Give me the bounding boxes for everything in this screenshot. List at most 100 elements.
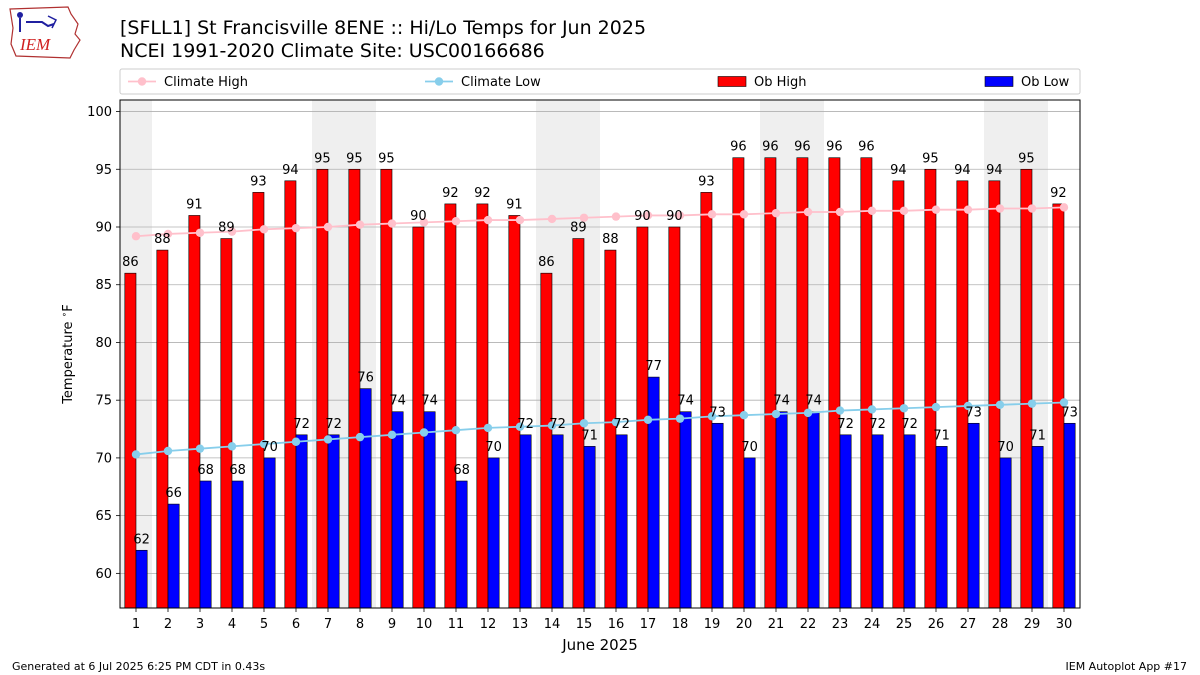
ob-low-value-label: 70: [741, 440, 758, 455]
legend-bar-swatch: [984, 76, 1014, 87]
climate-low-point: [771, 409, 781, 419]
climate-high-point: [611, 212, 621, 221]
climate-high-point: [643, 211, 653, 220]
climate-high-point: [547, 214, 557, 224]
x-tick-label: 7: [324, 617, 332, 632]
climate-low-point: [995, 400, 1005, 409]
ob-low-bar: [903, 434, 916, 609]
ob-low-bar: [455, 480, 468, 609]
climate-low-point: [835, 406, 845, 415]
ob-low-value-label: 72: [325, 417, 342, 432]
x-tick-label: 24: [864, 617, 881, 632]
climate-low-point: [899, 404, 909, 413]
ob-high-value-label: 95: [346, 151, 363, 166]
x-tick-label: 4: [228, 617, 236, 632]
ob-high-value-label: 93: [250, 174, 267, 189]
legend-label: Ob Low: [1021, 75, 1070, 90]
climate-low-point: [387, 430, 397, 440]
ob-high-value-label: 88: [154, 232, 171, 247]
ob-low-bar: [935, 446, 948, 609]
climate-low-point: [739, 410, 749, 420]
ob-low-value-label: 72: [517, 417, 534, 432]
legend: Climate High Climate Low Ob High Ob Low: [119, 68, 1081, 95]
x-tick-label: 27: [960, 617, 977, 632]
climate-high-point: [579, 213, 589, 222]
ob-low-bar: [583, 446, 596, 609]
ob-low-bar: [391, 411, 404, 609]
generated-timestamp: Generated at 6 Jul 2025 6:25 PM CDT in 0…: [12, 660, 266, 673]
x-tick-label: 23: [832, 617, 849, 632]
x-tick-label: 3: [196, 617, 204, 632]
ob-low-value-label: 72: [901, 417, 918, 432]
ob-high-bar: [1020, 168, 1033, 609]
ob-high-value-label: 92: [1050, 186, 1067, 201]
climate-low-point: [419, 428, 429, 437]
chart-subtitle: NCEI 1991-2020 Climate Site: USC00166686: [120, 40, 545, 62]
ob-low-bar: [807, 411, 820, 609]
ob-low-bar: [199, 480, 212, 609]
ob-high-value-label: 92: [442, 186, 459, 201]
ob-high-value-label: 96: [762, 140, 779, 155]
ob-low-value-label: 73: [1061, 405, 1078, 420]
ob-low-bar: [743, 457, 756, 609]
climate-high-point: [387, 219, 397, 228]
legend-label: Climate Low: [461, 75, 541, 90]
x-tick-label: 19: [704, 617, 721, 632]
climate-low-line: [135, 401, 1065, 456]
ob-high-bar: [924, 168, 937, 609]
climate-high-point: [835, 207, 845, 217]
ob-low-bar: [999, 457, 1012, 609]
ob-low-bar: [1031, 446, 1044, 609]
y-tick-label: 95: [95, 163, 112, 178]
ob-low-value-label: 71: [1029, 428, 1046, 443]
ob-low-value-label: 72: [293, 417, 310, 432]
climate-high-point: [515, 215, 525, 225]
y-tick-label: 85: [95, 278, 112, 293]
ob-high-bar: [508, 215, 521, 609]
climate-low-point: [1059, 398, 1069, 407]
climate-low-point: [163, 446, 173, 456]
climate-low-point: [1027, 399, 1037, 408]
plot-frame: [119, 99, 1081, 609]
ob-high-value-label: 94: [986, 163, 1003, 178]
x-tick-label: 1: [132, 617, 140, 632]
legend-label: Climate High: [164, 75, 248, 90]
climate-high-point: [195, 228, 205, 237]
ob-high-bar: [380, 168, 393, 609]
ob-low-value-label: 62: [133, 532, 150, 547]
climate-low-point: [451, 426, 461, 435]
ob-high-value-label: 91: [186, 197, 203, 212]
ob-high-bar: [252, 192, 265, 609]
ob-high-value-label: 86: [538, 255, 555, 270]
x-tick-label: 26: [928, 617, 945, 632]
x-tick-label: 16: [608, 617, 625, 632]
ob-low-bar: [519, 434, 532, 609]
climate-low-point: [227, 442, 237, 451]
x-tick-label: 13: [512, 617, 529, 632]
ob-high-value-label: 95: [378, 151, 395, 166]
chart-title: [SFLL1] St Francisville 8ENE :: Hi/Lo Te…: [120, 17, 647, 39]
app-credit: IEM Autoplot App #17: [1065, 660, 1188, 673]
ob-low-value-label: 71: [581, 428, 598, 443]
climate-high-point: [707, 210, 717, 219]
x-tick-label: 9: [388, 617, 396, 632]
x-tick-label: 15: [576, 617, 593, 632]
ob-high-value-label: 89: [218, 221, 235, 236]
logo-text: IEM: [19, 35, 51, 54]
climate-low-point: [259, 439, 269, 449]
ob-high-bar: [700, 192, 713, 609]
climate-low-point: [643, 415, 653, 425]
ob-high-bar: [764, 157, 777, 609]
climate-high-point: [963, 205, 973, 214]
x-tick-label: 5: [260, 617, 268, 632]
climate-high-point: [291, 223, 301, 233]
climate-low-point: [291, 437, 301, 446]
ob-high-value-label: 95: [314, 151, 331, 166]
ob-high-value-label: 93: [698, 174, 715, 189]
x-tick-label: 28: [992, 617, 1009, 632]
ob-high-value-label: 88: [602, 232, 619, 247]
climate-low-point: [707, 412, 717, 421]
climate-low-point: [963, 401, 973, 411]
